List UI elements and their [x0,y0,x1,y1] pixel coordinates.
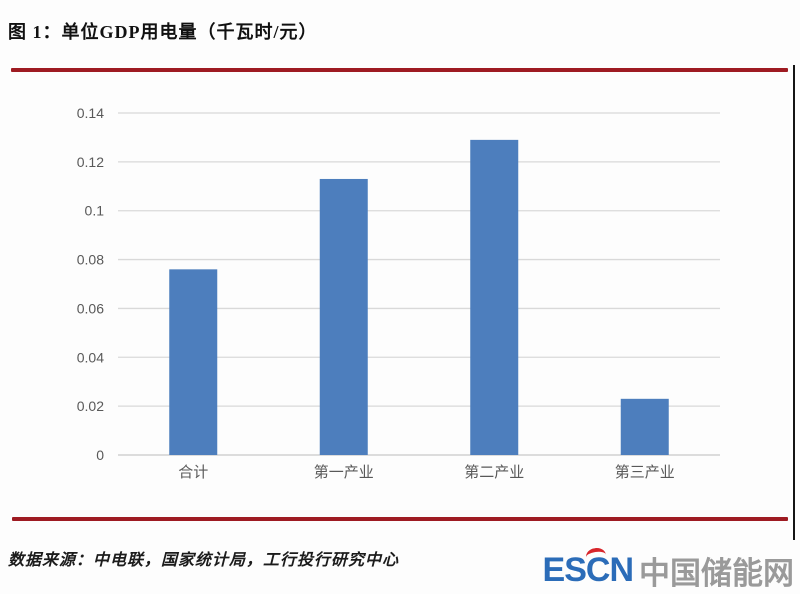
figure-title: 图 1：单位GDP用电量（千瓦时/元） [8,22,318,42]
x-category-label: 第三产业 [615,463,675,481]
data-source-text: 数据来源：中电联，国家统计局，工行投行研究中心 [8,552,400,569]
y-tick-label: 0.04 [77,349,104,365]
bar-第一产业 [319,178,368,455]
y-tick-label: 0.08 [77,252,104,268]
y-tick-label: 0.1 [85,203,105,219]
escn-logo-text: ESCN [542,546,634,590]
y-tick-label: 0 [96,447,104,463]
title-divider-rule [11,68,788,72]
escn-logo: ESCN 中国储能网 [542,546,794,591]
y-tick-label: 0.06 [77,300,104,316]
figure-right-border [793,65,795,540]
y-tick-label: 0.14 [77,105,104,121]
x-category-label: 合计 [178,464,208,481]
x-category-label: 第二产业 [464,463,524,481]
escn-logo-chinese-text: 中国储能网 [639,555,794,591]
y-tick-label: 0.02 [77,398,104,414]
footer-divider-rule [12,517,788,521]
bar-合计 [169,269,218,455]
y-tick-label: 0.12 [77,154,104,170]
bar-第三产业 [620,398,669,455]
bar-chart: 0 0.02 0.04 0.06 0.08 0.1 0.12 0.14 合计 第一产业 第二产业 第三… [77,105,720,481]
escn-logo-letters: ESCN [542,550,634,589]
x-category-label: 第一产业 [314,463,374,481]
bar-第二产业 [470,139,519,455]
